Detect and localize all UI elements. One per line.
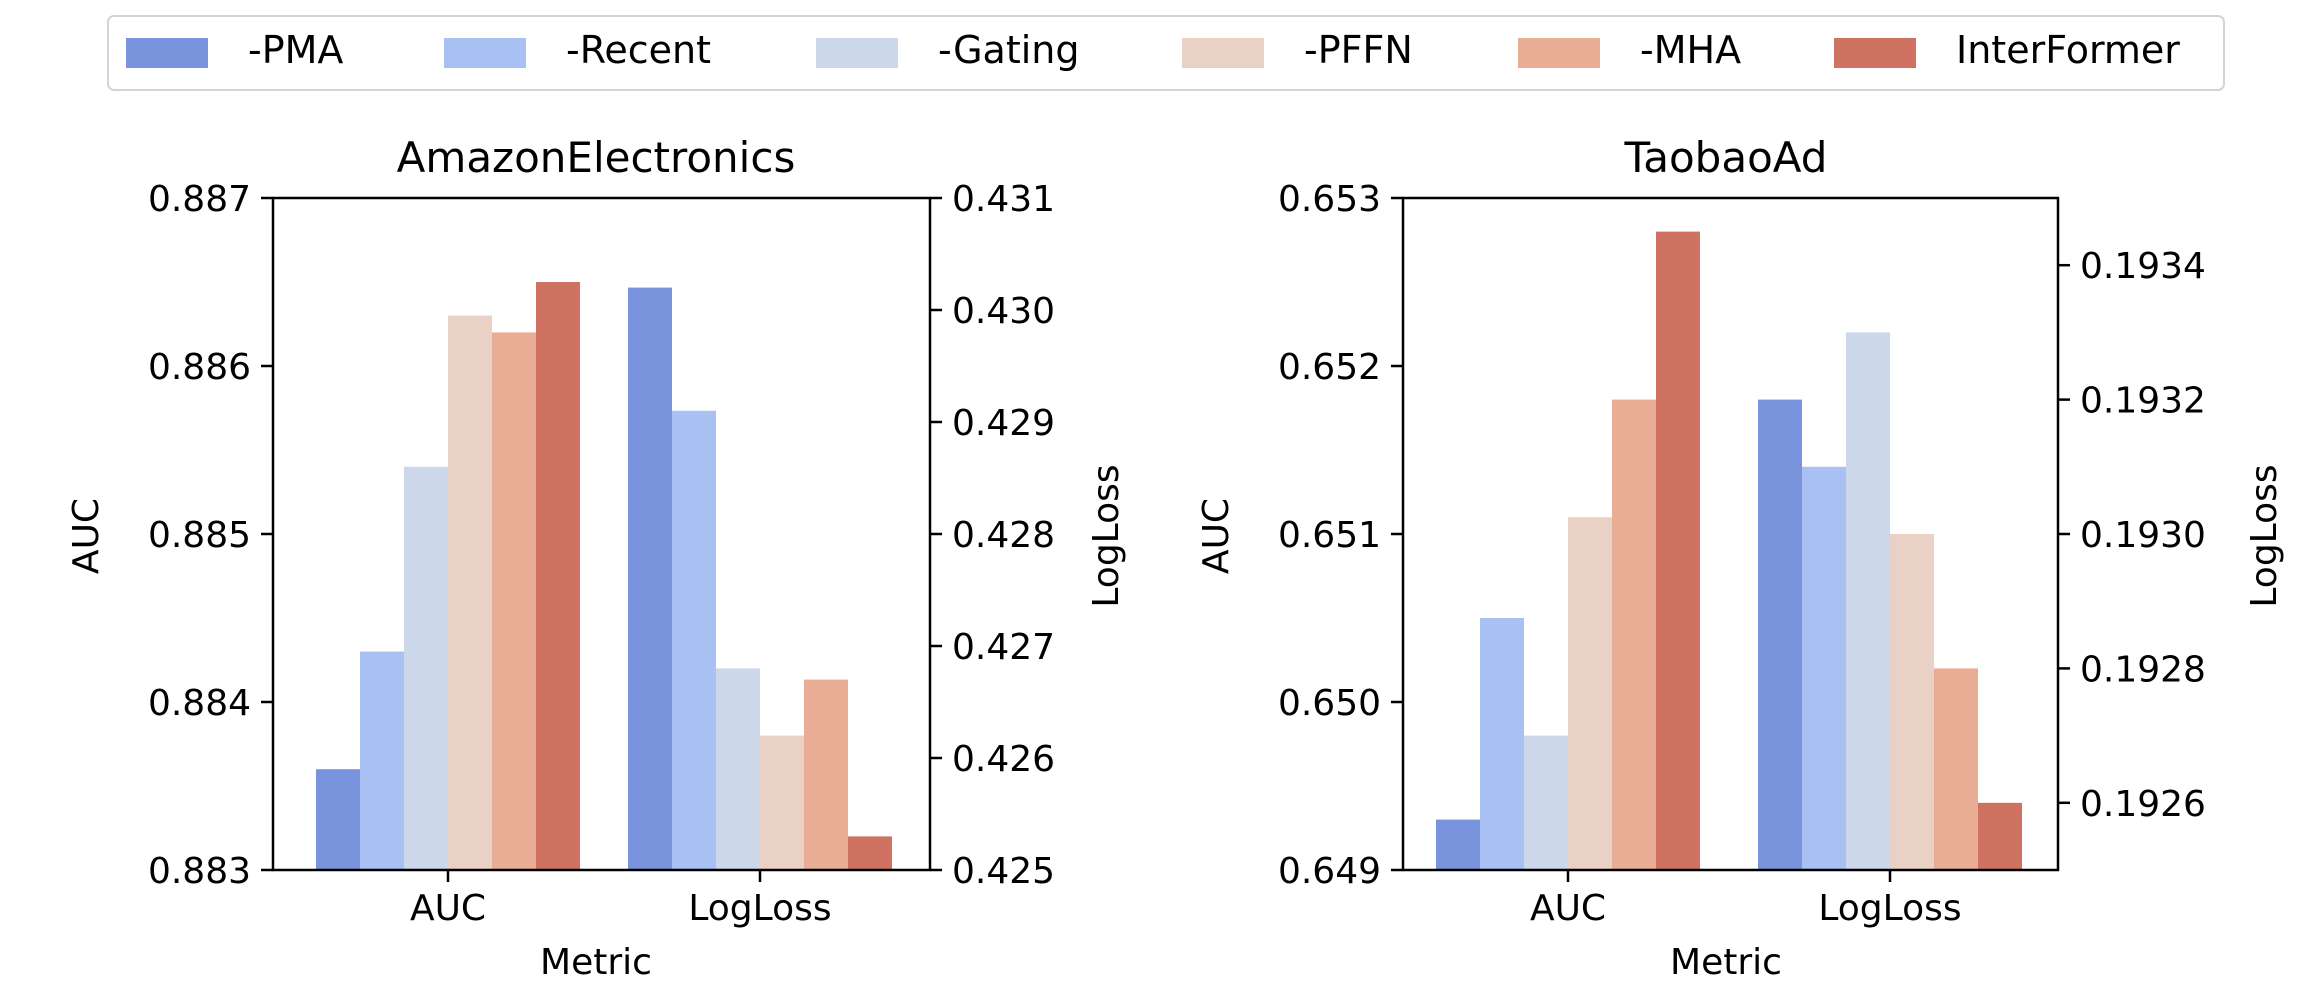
y-axis-label: AUC <box>1196 498 1237 574</box>
legend-label: -PFFN <box>1304 28 1413 72</box>
y-tick-label: 0.885 <box>148 515 251 556</box>
legend-item: InterFormer <box>1834 28 2180 72</box>
bar-auc-gating <box>1524 735 1568 870</box>
y2-tick-label: 0.1930 <box>2080 515 2206 556</box>
legend-label: -PMA <box>248 28 343 72</box>
legend-swatch <box>1518 38 1600 68</box>
bar-auc-interformer <box>536 282 580 870</box>
y2-axis-label: LogLoss <box>2244 464 2285 607</box>
bar-auc-pma <box>1436 819 1480 870</box>
legend-label: -Gating <box>938 28 1080 72</box>
chart-amazon-electronics: AmazonElectronics 0.883 0.884 0.885 0.886 0.… <box>66 133 1127 983</box>
bar-auc-gating <box>404 466 448 870</box>
y2-axis-label: LogLoss <box>1086 464 1127 607</box>
y2-tick-label: 0.1934 <box>2080 246 2206 287</box>
y2-tick-label: 0.430 <box>952 291 1055 332</box>
bar-auc-pffn <box>448 315 492 871</box>
bar-auc-interformer <box>1656 231 1700 871</box>
legend-swatch <box>444 38 526 68</box>
bar-auc-mha <box>492 332 536 870</box>
bar-logloss-interformer <box>1978 802 2022 870</box>
y2-tick-label: 0.425 <box>952 851 1055 892</box>
y2-tick-label: 0.427 <box>952 627 1055 668</box>
bar-auc-pma <box>316 769 360 870</box>
bar-logloss-interformer <box>848 836 892 870</box>
legend-label: -Recent <box>566 28 711 72</box>
bar-logloss-pffn <box>760 735 804 870</box>
bar-logloss-mha <box>1934 668 1978 870</box>
x-axis-label: Metric <box>540 942 652 983</box>
y2-tick-label: 0.428 <box>952 515 1055 556</box>
y-tick-label: 0.653 <box>1278 179 1381 220</box>
bar-logloss-mha <box>804 679 848 870</box>
y2-tick-label: 0.1926 <box>2080 784 2206 825</box>
bar-auc-pffn <box>1568 517 1612 870</box>
chart-title: AmazonElectronics <box>397 133 796 182</box>
legend-frame <box>107 15 2225 91</box>
legend-swatch <box>1834 38 1916 68</box>
bar-logloss-gating <box>716 668 760 870</box>
y2-tick-label: 0.429 <box>952 403 1055 444</box>
legend-item: -MHA <box>1518 28 1741 72</box>
legend-swatch <box>126 38 208 68</box>
y-tick-label: 0.651 <box>1278 515 1381 556</box>
y2-tick-label: 0.431 <box>952 179 1055 220</box>
chart-taobao-ad: TaobaoAd 0.649 0.650 0.651 0.652 0.653 0.1926… <box>1196 133 2285 983</box>
legend-swatch <box>1182 38 1264 68</box>
y-tick-label: 0.650 <box>1278 683 1381 724</box>
y-tick-label: 0.649 <box>1278 851 1381 892</box>
x-tick-label: LogLoss <box>688 888 831 929</box>
y-tick-label: 0.884 <box>148 683 251 724</box>
bar-logloss-pma <box>628 287 672 871</box>
y2-tick-label: 0.1928 <box>2080 649 2206 690</box>
x-tick-label: AUC <box>410 888 486 929</box>
legend-label: -MHA <box>1640 28 1741 72</box>
y2-tick-label: 0.1932 <box>2080 381 2206 422</box>
bar-logloss-pma <box>1758 399 1802 870</box>
y-tick-label: 0.887 <box>148 179 251 220</box>
bar-auc-recent <box>360 651 404 870</box>
legend-item: -PFFN <box>1182 28 1413 72</box>
y-tick-label: 0.652 <box>1278 347 1381 388</box>
x-tick-label: LogLoss <box>1818 888 1961 929</box>
bar-logloss-pffn <box>1890 534 1934 870</box>
legend: -PMA -Recent -Gating -PFFN -MHA InterFormer <box>107 15 2225 91</box>
bar-auc-recent <box>1480 618 1524 870</box>
bar-auc-mha <box>1612 399 1656 870</box>
legend-label: InterFormer <box>1956 28 2180 72</box>
x-tick-label: AUC <box>1530 888 1606 929</box>
legend-item: -Recent <box>444 28 711 72</box>
y-tick-label: 0.886 <box>148 347 251 388</box>
legend-item: -PMA <box>126 28 343 72</box>
chart-title: TaobaoAd <box>1624 133 1828 182</box>
y-axis-label: AUC <box>66 498 107 574</box>
x-axis-label: Metric <box>1670 942 1782 983</box>
legend-swatch <box>816 38 898 68</box>
bar-logloss-recent <box>1802 466 1846 870</box>
bar-logloss-recent <box>672 410 716 870</box>
y-tick-label: 0.883 <box>148 851 251 892</box>
y2-tick-label: 0.426 <box>952 739 1055 780</box>
bar-logloss-gating <box>1846 332 1890 870</box>
legend-item: -Gating <box>816 28 1080 72</box>
